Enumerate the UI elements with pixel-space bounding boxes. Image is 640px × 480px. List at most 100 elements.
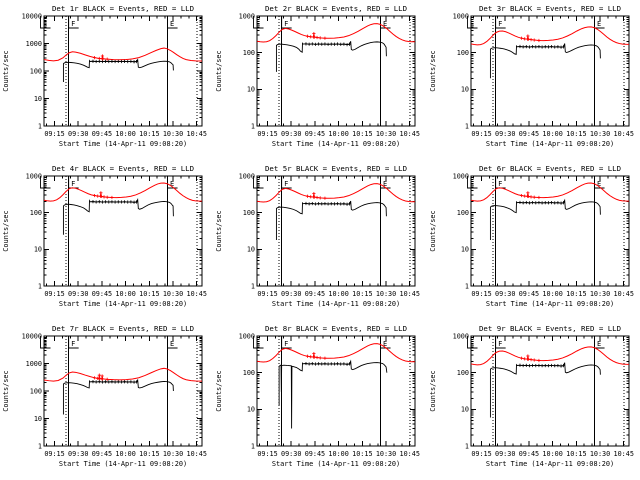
- events-plus-marker: [518, 44, 522, 49]
- y-tick-label: 100: [456, 369, 468, 377]
- x-tick-label: 10:15: [352, 130, 372, 138]
- events-plus-marker: [326, 202, 331, 206]
- lld-plus-marker: [318, 196, 323, 200]
- lld-plus-marker: [315, 195, 319, 200]
- events-plus-marker: [320, 202, 324, 206]
- events-plus-marker: [546, 201, 550, 205]
- x-tick-label: 09:15: [471, 450, 491, 458]
- events-plus-marker: [336, 362, 340, 366]
- lld-plus-marker: [532, 38, 536, 42]
- events-plus-marker: [546, 364, 550, 368]
- events-plus-marker: [317, 362, 321, 366]
- lld-series: [470, 346, 629, 366]
- flag-label: E: [597, 340, 601, 348]
- y-tick-label: 1000: [452, 12, 468, 20]
- plot-title: Det 9r BLACK = Events, RED = LLD: [479, 324, 621, 333]
- x-tick-label: 10:45: [613, 290, 633, 298]
- plot-det-5r: Det 5r BLACK = Events, RED = LLD 1 10 100 10…: [215, 164, 420, 308]
- x-tick-label: 09:15: [258, 450, 278, 458]
- events-plus-marker: [107, 380, 111, 384]
- flag-label: E: [170, 340, 174, 348]
- axes: [256, 15, 416, 127]
- x-tick-label: 09:15: [44, 290, 64, 298]
- events-plus-marker: [116, 380, 120, 384]
- events-plus-marker: [530, 201, 534, 205]
- events-plus-marker: [543, 201, 547, 205]
- flag-label: F: [71, 340, 75, 348]
- y-tick-label: 10: [34, 246, 42, 254]
- plot-cell-det-4r: Det 4r BLACK = Events, RED = LLD 1 10 100 10…: [0, 160, 213, 320]
- x-tick-label: 09:30: [495, 130, 515, 138]
- y-tick-label: 1000: [26, 40, 42, 48]
- lld-plus-marker: [99, 194, 103, 198]
- events-plus-marker: [122, 380, 127, 384]
- events-plus-marker: [533, 363, 538, 368]
- x-tick-label: 10:00: [329, 450, 349, 458]
- events-plus-marker: [100, 380, 105, 384]
- y-tick-label: 10: [34, 415, 42, 423]
- plot-cell-det-5r: Det 5r BLACK = Events, RED = LLD 1 10 100 10…: [213, 160, 426, 320]
- lld-plus-marker: [101, 57, 105, 61]
- y-tick-label: 10: [247, 406, 255, 414]
- plot-det-6r: Det 6r BLACK = Events, RED = LLD 1 10 100 10…: [429, 164, 634, 308]
- flag-label: E: [597, 20, 601, 28]
- events-plus-marker: [552, 45, 556, 49]
- lld-plus-marker: [529, 38, 533, 42]
- events-series: [278, 359, 388, 429]
- lld-series: [43, 47, 203, 62]
- events-plus-marker: [100, 200, 105, 204]
- x-tick-label: 09:30: [281, 130, 301, 138]
- events-plus-marker: [110, 200, 114, 204]
- flag-label: E: [43, 20, 47, 28]
- flag-label: F: [71, 20, 75, 28]
- flag-bracket: [253, 336, 264, 349]
- y-tick-label: 1: [465, 122, 469, 130]
- flag-bracket: [380, 336, 391, 349]
- plot-det-9r: Det 9r BLACK = Events, RED = LLD 1 10 100 10…: [429, 324, 634, 468]
- events-plus-marker: [107, 200, 111, 204]
- events-plus-marker: [521, 201, 525, 205]
- x-tick-label: 09:30: [281, 290, 301, 298]
- lld-plus-marker: [532, 358, 536, 362]
- events-plus-marker: [119, 380, 124, 384]
- lld-plus-marker: [306, 34, 310, 38]
- y-axis-title: Counts/sec: [2, 50, 10, 91]
- events-plus-marker: [533, 201, 538, 205]
- events-plus-marker: [326, 362, 331, 366]
- y-axis-title: Counts/sec: [215, 210, 223, 251]
- events-plus-marker: [518, 363, 522, 367]
- y-axis-title: Counts/sec: [2, 210, 10, 251]
- events-series: [62, 197, 174, 235]
- events-plus-marker: [555, 201, 560, 205]
- events-plus-marker: [104, 59, 108, 63]
- lld-plus-marker: [532, 195, 536, 199]
- lld-plus-marker: [100, 54, 105, 58]
- lld-series: [257, 23, 416, 43]
- plot-title: Det 7r BLACK = Events, RED = LLD: [52, 324, 194, 333]
- y-axis-title: Counts/sec: [2, 370, 10, 411]
- flag-bracket: [380, 16, 391, 29]
- events-plus-marker: [320, 362, 324, 366]
- x-tick-label: 10:15: [566, 290, 586, 298]
- events-plus-marker: [552, 364, 556, 368]
- events-plus-marker: [307, 42, 312, 46]
- x-tick-label: 10:15: [566, 450, 586, 458]
- events-plus-marker: [320, 42, 324, 46]
- lld-plus-marker: [315, 35, 319, 40]
- flag-label: F: [284, 340, 288, 348]
- lld-plus-marker: [529, 195, 533, 199]
- y-tick-label: 1000: [26, 172, 42, 180]
- flag-label: E: [470, 180, 474, 188]
- flag-label: E: [170, 180, 174, 188]
- events-plus-marker: [104, 200, 108, 204]
- lld-plus-marker: [529, 358, 533, 362]
- lld-plus-marker: [526, 37, 530, 41]
- x-tick-label: 10:45: [613, 450, 633, 458]
- events-plus-marker: [97, 380, 101, 384]
- flag-bracket: [466, 16, 478, 29]
- x-tick-label: 09:45: [305, 450, 325, 458]
- plot-cell-det-2r: Det 2r BLACK = Events, RED = LLD 1 10 100 10…: [213, 0, 426, 160]
- y-tick-label: 1000: [452, 172, 468, 180]
- events-plus-marker: [540, 45, 544, 49]
